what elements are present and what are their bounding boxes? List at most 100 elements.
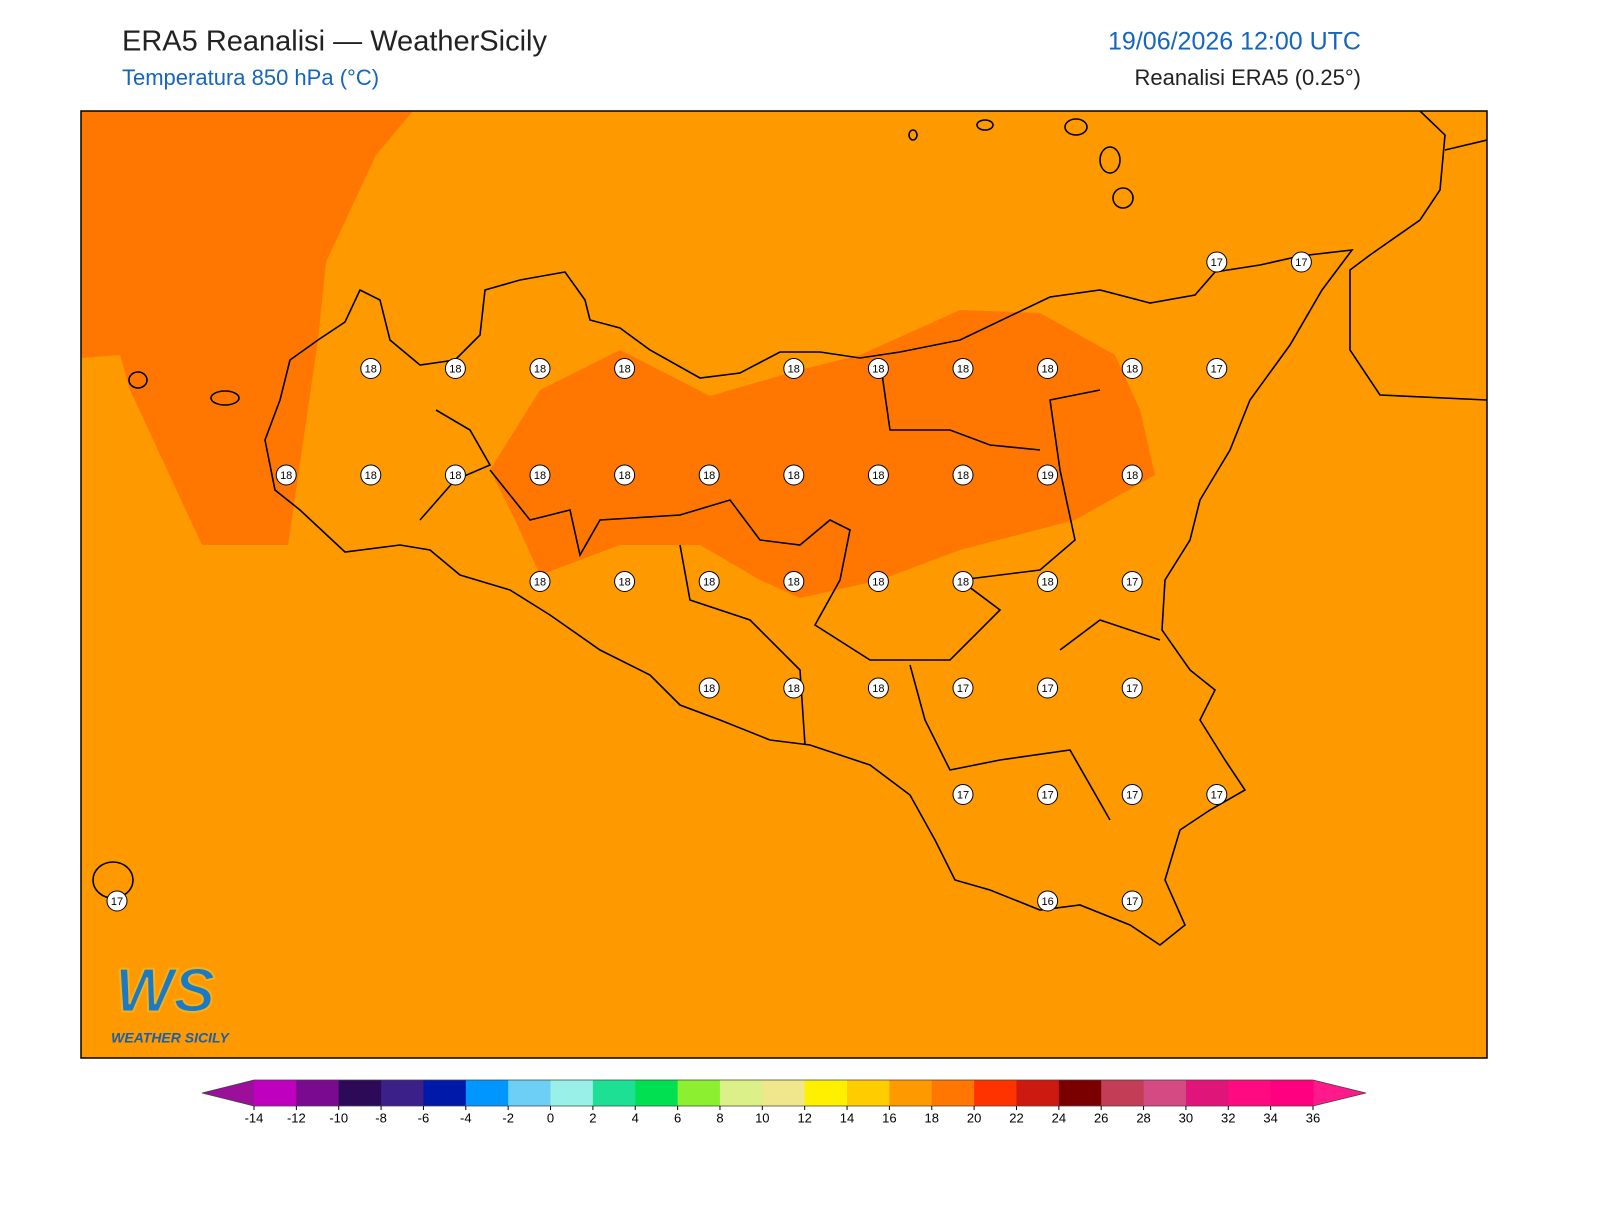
colorbar-tick-label: 12: [797, 1110, 811, 1125]
colorbar-tick-label: 10: [755, 1110, 769, 1125]
station-value: 18: [534, 363, 546, 375]
colorbar-tick-label: 36: [1306, 1110, 1320, 1125]
station-marker: [1206, 251, 1228, 273]
station-marker: [1121, 464, 1143, 486]
colorbar-tick-label: 0: [547, 1110, 554, 1125]
station-marker: [698, 677, 720, 699]
island: [976, 119, 994, 131]
station-marker: [444, 358, 466, 379]
source: Reanalisi ERA5 (0.25°): [1135, 65, 1361, 90]
station-value: 18: [449, 363, 461, 375]
station-value: 17: [1126, 789, 1138, 801]
colorbar-tick-label: -10: [329, 1110, 348, 1125]
colorbar-box: [338, 1080, 382, 1106]
island: [908, 129, 918, 141]
station-value: 18: [1126, 363, 1138, 375]
station-marker: [360, 358, 382, 379]
warm-area: [490, 310, 1155, 598]
station-marker: [1206, 784, 1228, 805]
colorbar-box: [254, 1080, 297, 1106]
colorbar-box: [974, 1080, 1017, 1106]
station-marker: [867, 464, 889, 486]
colorbar-over: [1313, 1080, 1366, 1106]
colorbar-box: [1143, 1080, 1187, 1106]
warm-area: [81, 111, 413, 545]
station-value: 18: [872, 470, 884, 482]
station-marker: [360, 464, 382, 486]
station-marker: [952, 464, 974, 486]
station-marker: [1037, 890, 1059, 912]
map: 17 17 18 18 18 18 18 18 18 18 18 17 18 18 18 18 18 18 18 18…: [81, 111, 1487, 1058]
station-value: 19: [1041, 470, 1053, 482]
colorbar-tick-label: 20: [967, 1110, 981, 1125]
station-marker: [1290, 251, 1312, 273]
stations: 17 17 18 18 18 18 18 18 18 18 18 17 18 18 18 18 18 18 18 18…: [106, 251, 1312, 912]
colorbar-box: [1270, 1080, 1314, 1106]
coastline: [1349, 111, 1487, 401]
station-marker: [1037, 571, 1059, 592]
datetime: 19/06/2026 12:00 UTC: [1108, 28, 1361, 56]
station-marker: [698, 464, 720, 486]
colorbar-box: [423, 1080, 467, 1106]
colorbar-tick-label: 22: [1009, 1110, 1023, 1125]
station-value: 18: [957, 470, 969, 482]
colorbar-tick-label: 26: [1094, 1110, 1108, 1125]
station-marker: [1121, 571, 1143, 592]
colorbar-box: [508, 1080, 552, 1106]
station-marker: [275, 464, 297, 486]
station-marker: [106, 890, 128, 912]
colorbar-tick-label: -2: [502, 1110, 514, 1125]
station-marker: [952, 571, 974, 592]
colorbar-box: [719, 1080, 763, 1106]
station-value: 17: [1295, 257, 1307, 269]
colorbar-tick-label: -6: [418, 1110, 430, 1125]
colorbar-tick-label: 6: [674, 1110, 681, 1125]
station-value: 18: [365, 363, 377, 375]
colorbar-tick-label: 16: [882, 1110, 896, 1125]
station-value: 18: [788, 363, 800, 375]
station-marker: [783, 464, 805, 486]
colorbar-tick-label: 14: [840, 1110, 854, 1125]
station-value: 18: [1041, 576, 1053, 588]
colorbar-box: [635, 1080, 679, 1106]
colorbar-box: [296, 1080, 340, 1106]
station-value: 17: [1041, 683, 1053, 695]
station-value: 18: [280, 470, 292, 482]
island: [1112, 187, 1134, 209]
station-marker: [698, 571, 720, 592]
station-value: 17: [1211, 257, 1223, 269]
station-value: 18: [872, 683, 884, 695]
colorbar-tick-label: -14: [245, 1110, 264, 1125]
colorbar-tick-label: -4: [460, 1110, 472, 1125]
station-value: 18: [957, 363, 969, 375]
station-marker: [529, 464, 551, 486]
station-value: 18: [618, 363, 630, 375]
colorbar-box: [381, 1080, 424, 1106]
station-marker: [1121, 358, 1143, 379]
station-marker: [952, 784, 974, 805]
station-marker: [529, 358, 551, 379]
station-marker: [1121, 677, 1143, 699]
colorbar-tick-label: 2: [589, 1110, 596, 1125]
colorbar-tick-label: 4: [632, 1110, 639, 1125]
station-value: 18: [703, 576, 715, 588]
station-value: 18: [957, 576, 969, 588]
province-borders: [419, 359, 1161, 821]
station-value: 18: [1126, 470, 1138, 482]
station-value: 17: [1211, 789, 1223, 801]
colorbar-tick-label: 34: [1263, 1110, 1277, 1125]
station-value: 17: [1126, 683, 1138, 695]
colorbar-box: [677, 1080, 721, 1106]
station-value: 18: [703, 470, 715, 482]
station-marker: [1121, 890, 1143, 912]
station-marker: [614, 358, 636, 379]
island: [1064, 118, 1088, 136]
colorbar-tick-label: 32: [1221, 1110, 1235, 1125]
colorbar-tick-label: 24: [1052, 1110, 1066, 1125]
colorbar-tick-label: -8: [375, 1110, 387, 1125]
station-value: 18: [788, 576, 800, 588]
station-value: 17: [1211, 363, 1223, 375]
colorbar-box: [465, 1080, 509, 1106]
station-value: 18: [872, 576, 884, 588]
